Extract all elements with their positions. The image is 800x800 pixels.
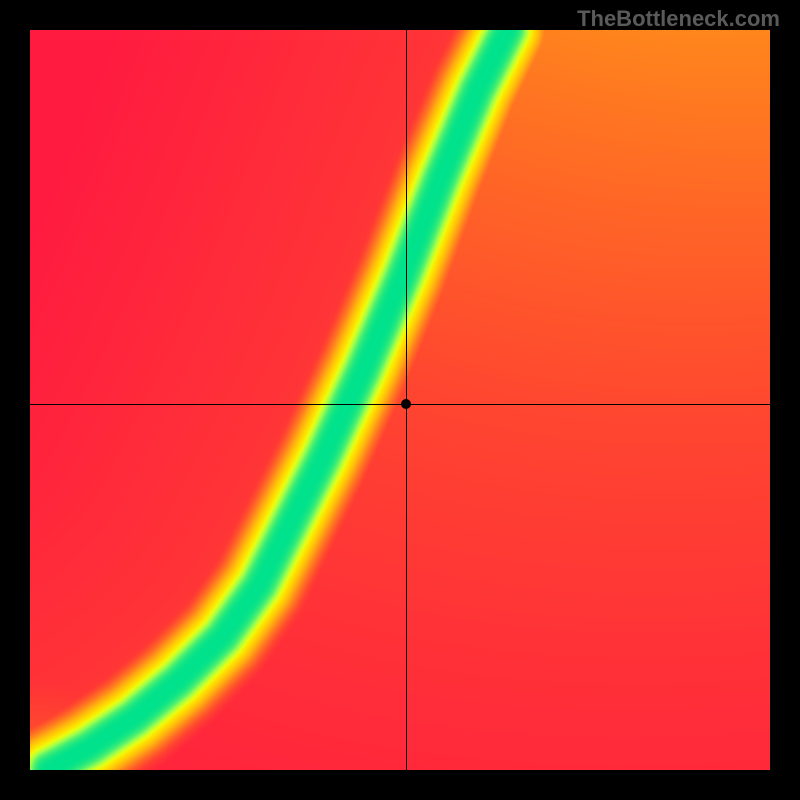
crosshair-marker (401, 399, 411, 409)
heatmap-canvas (30, 30, 770, 770)
watermark-text: TheBottleneck.com (577, 6, 780, 32)
heatmap-plot (30, 30, 770, 770)
